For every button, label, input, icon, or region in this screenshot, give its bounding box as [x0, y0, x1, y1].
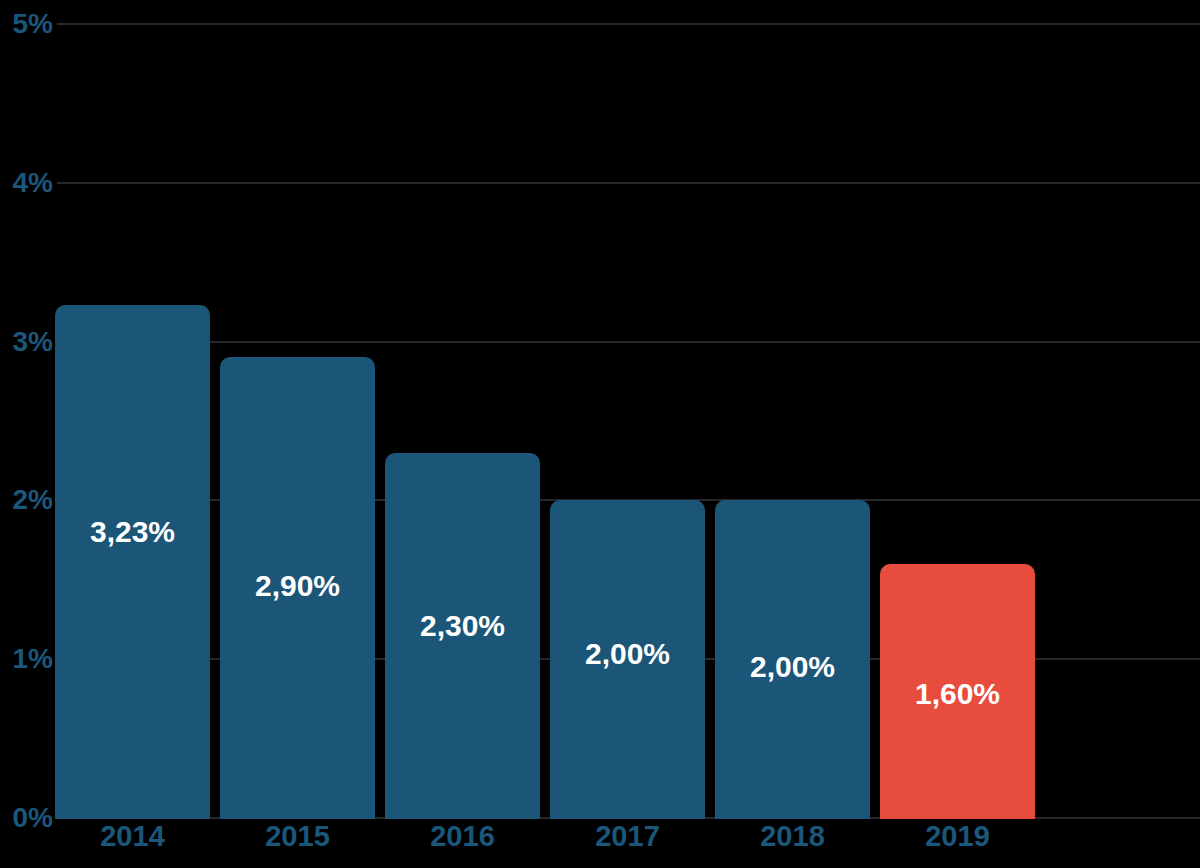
- gridline-5%: [57, 23, 1200, 25]
- x-axis-tick-label-2015: 2015: [265, 822, 330, 851]
- x-axis-tick-label-2018: 2018: [760, 822, 825, 851]
- bar-value-label-2017: 2,00%: [585, 639, 670, 669]
- gridline-4%: [57, 182, 1200, 184]
- bar-value-label-2015: 2,90%: [255, 571, 340, 601]
- bar-value-label-2019: 1,60%: [915, 679, 1000, 709]
- x-axis-tick-label-2016: 2016: [430, 822, 495, 851]
- bar-value-label-2014: 3,23%: [90, 517, 175, 547]
- x-axis-tick-label-2017: 2017: [595, 822, 660, 851]
- y-axis-tick-label-5%: 5%: [0, 10, 53, 38]
- y-axis-tick-label-1%: 1%: [0, 645, 53, 673]
- x-axis-tick-label-2014: 2014: [100, 822, 165, 851]
- x-axis-tick-label-2019: 2019: [925, 822, 990, 851]
- bar-chart: 0% 1% 2% 3% 4% 5% 3,23% 2,90% 2,30% 2,00% 2,00% 1,…: [0, 0, 1200, 868]
- y-axis-tick-label-0%: 0%: [0, 804, 53, 832]
- bar-2014: [55, 305, 210, 819]
- y-axis-tick-label-4%: 4%: [0, 169, 53, 197]
- bar-value-label-2016: 2,30%: [420, 611, 505, 641]
- y-axis-tick-label-3%: 3%: [0, 328, 53, 356]
- y-axis-tick-label-2%: 2%: [0, 486, 53, 514]
- gridline-3%: [57, 341, 1200, 343]
- bar-value-label-2018: 2,00%: [750, 652, 835, 682]
